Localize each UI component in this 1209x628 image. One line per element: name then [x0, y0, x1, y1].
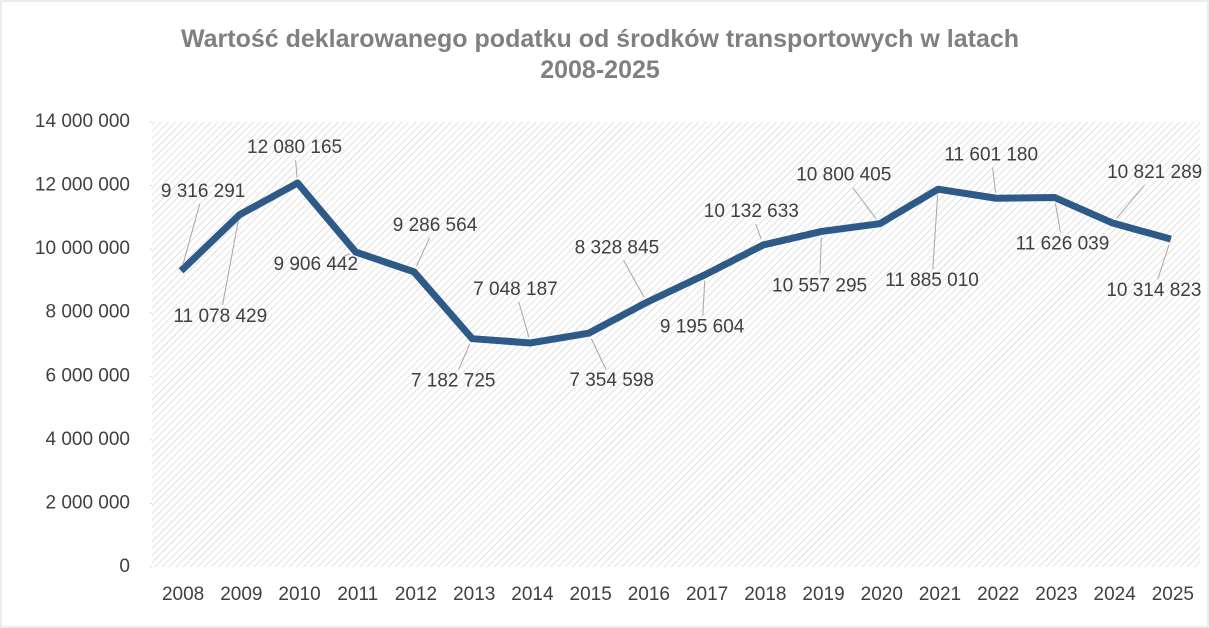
leader-line	[458, 343, 471, 370]
x-tick-label: 2021	[919, 584, 961, 605]
data-label: 11 626 039	[1016, 233, 1110, 254]
data-label: 9 195 604	[660, 317, 745, 338]
x-tick-label: 2018	[744, 584, 786, 605]
data-label: 10 314 823	[1106, 280, 1201, 301]
data-label: 9 906 442	[274, 254, 359, 275]
leader-line	[222, 220, 239, 305]
data-label: 10 132 633	[704, 201, 799, 222]
y-tick-label: 14 000 000	[35, 111, 130, 132]
x-tick-label: 2017	[686, 584, 728, 605]
y-tick-label: 4 000 000	[45, 429, 130, 450]
leader-line	[590, 338, 607, 370]
y-tick-label: 6 000 000	[45, 365, 130, 386]
x-tick-label: 2016	[628, 584, 670, 605]
leader-line	[1116, 184, 1145, 219]
leader-line	[1054, 203, 1061, 233]
data-label: 8 328 845	[575, 237, 660, 258]
leader-line	[344, 253, 351, 257]
x-tick-label: 2022	[977, 584, 1019, 605]
leader-line	[1157, 244, 1170, 280]
data-label: 11 885 010	[885, 270, 979, 291]
y-tick-label: 2 000 000	[45, 492, 130, 513]
x-tick-label: 2024	[1094, 584, 1137, 605]
x-tick-label: 2023	[1035, 584, 1077, 605]
x-tick-label: 2010	[278, 584, 320, 605]
y-tick-label: 8 000 000	[45, 302, 130, 323]
data-label: 10 557 295	[772, 275, 867, 296]
leader-line	[702, 280, 706, 316]
x-tick-label: 2008	[162, 584, 204, 605]
data-label: 7 048 187	[473, 279, 558, 300]
x-tick-label: 2015	[570, 584, 612, 605]
y-tick-label: 10 000 000	[35, 238, 130, 259]
leader-line	[518, 301, 530, 338]
data-label: 7 354 598	[569, 370, 654, 391]
x-tick-label: 2012	[395, 584, 437, 605]
data-label: 12 080 165	[247, 137, 342, 158]
data-label: 11 601 180	[944, 144, 1038, 165]
x-tick-label: 2025	[1152, 584, 1194, 605]
data-label: 10 821 289	[1107, 162, 1202, 183]
data-label: 10 800 405	[796, 165, 891, 186]
leader-line	[852, 187, 877, 220]
leader-line	[182, 203, 201, 266]
leader-line	[932, 195, 939, 270]
y-tick-label: 0	[119, 556, 130, 577]
data-label: 11 078 429	[173, 306, 267, 327]
x-tick-label: 2020	[861, 584, 903, 605]
leader-line	[623, 260, 645, 298]
x-tick-label: 2011	[337, 584, 378, 605]
x-tick-label: 2013	[453, 584, 495, 605]
chart-title: Wartość deklarowanego podatku od środków…	[180, 25, 1020, 84]
x-tick-label: 2009	[220, 584, 262, 605]
y-tick-label: 12 000 000	[35, 175, 130, 196]
data-line	[178, 179, 1172, 347]
leader-line	[819, 237, 822, 275]
data-label: 9 316 291	[161, 181, 246, 202]
leader-line	[992, 167, 997, 193]
data-label: 9 286 564	[393, 215, 478, 236]
x-tick-label: 2014	[511, 584, 554, 605]
data-label: 7 182 725	[411, 371, 496, 392]
leader-line	[416, 237, 430, 267]
leader-line	[295, 159, 298, 178]
plot-area	[152, 122, 1200, 567]
leader-line	[755, 223, 762, 240]
x-tick-label: 2019	[802, 584, 844, 605]
